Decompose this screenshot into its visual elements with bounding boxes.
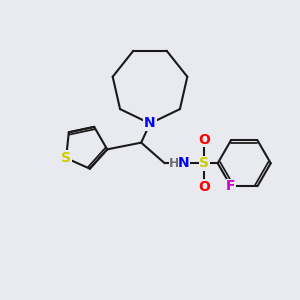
Text: S: S [61, 151, 71, 165]
Text: N: N [178, 156, 190, 170]
Text: N: N [144, 116, 156, 130]
Text: S: S [200, 156, 209, 170]
Text: O: O [199, 133, 210, 147]
Text: F: F [226, 179, 236, 193]
Text: O: O [199, 180, 210, 194]
Text: H: H [169, 157, 179, 170]
